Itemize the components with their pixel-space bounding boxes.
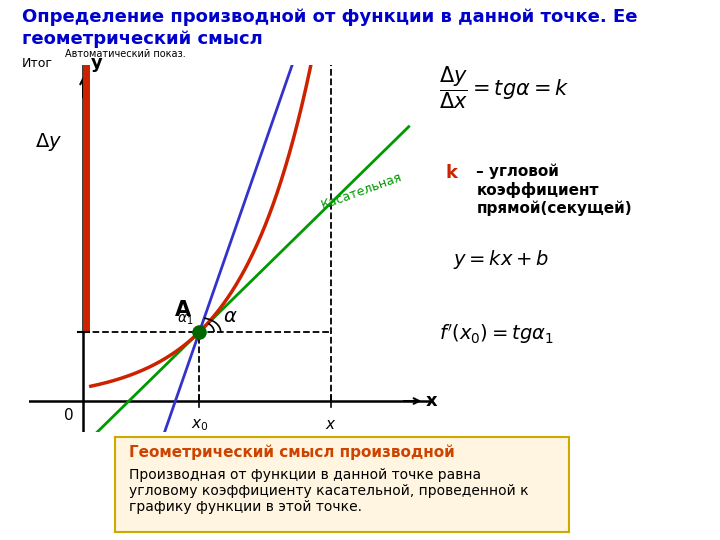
Text: $\Delta y$: $\Delta y$ bbox=[35, 131, 62, 153]
Text: – угловой
коэффициент
прямой(секущей): – угловой коэффициент прямой(секущей) bbox=[477, 164, 632, 216]
Text: $x_0$: $x_0$ bbox=[191, 417, 208, 433]
Text: $\dfrac{\Delta y}{\Delta x} = tg\alpha = k$: $\dfrac{\Delta y}{\Delta x} = tg\alpha =… bbox=[439, 65, 570, 111]
Text: Итог: Итог bbox=[22, 57, 53, 70]
Text: $\mathbf{k}$: $\mathbf{k}$ bbox=[444, 164, 459, 182]
Text: $\alpha_1$: $\alpha_1$ bbox=[177, 312, 193, 327]
Text: $f'(x_0) = tg\alpha_1$: $f'(x_0) = tg\alpha_1$ bbox=[439, 322, 554, 346]
Point bbox=[194, 328, 205, 336]
Text: Определение производной от функции в данной точке. Ее: Определение производной от функции в дан… bbox=[22, 8, 637, 26]
Text: x: x bbox=[426, 392, 438, 410]
Text: y: y bbox=[91, 54, 102, 72]
Text: геометрический смысл: геометрический смысл bbox=[22, 30, 262, 48]
Text: Геометрический смысл производной: Геометрический смысл производной bbox=[129, 444, 454, 460]
Text: 0: 0 bbox=[64, 408, 74, 423]
Text: Касательная: Касательная bbox=[320, 170, 404, 212]
Text: $x$: $x$ bbox=[325, 417, 337, 432]
Text: $y = kx + b$: $y = kx + b$ bbox=[452, 248, 549, 272]
Text: Автоматический показ.: Автоматический показ. bbox=[65, 49, 186, 59]
Text: A: A bbox=[174, 300, 191, 320]
Text: $\alpha$: $\alpha$ bbox=[222, 307, 237, 326]
Text: Производная от функции в данной точке равна
угловому коэффициенту касательной, п: Производная от функции в данной точке ра… bbox=[129, 468, 528, 514]
